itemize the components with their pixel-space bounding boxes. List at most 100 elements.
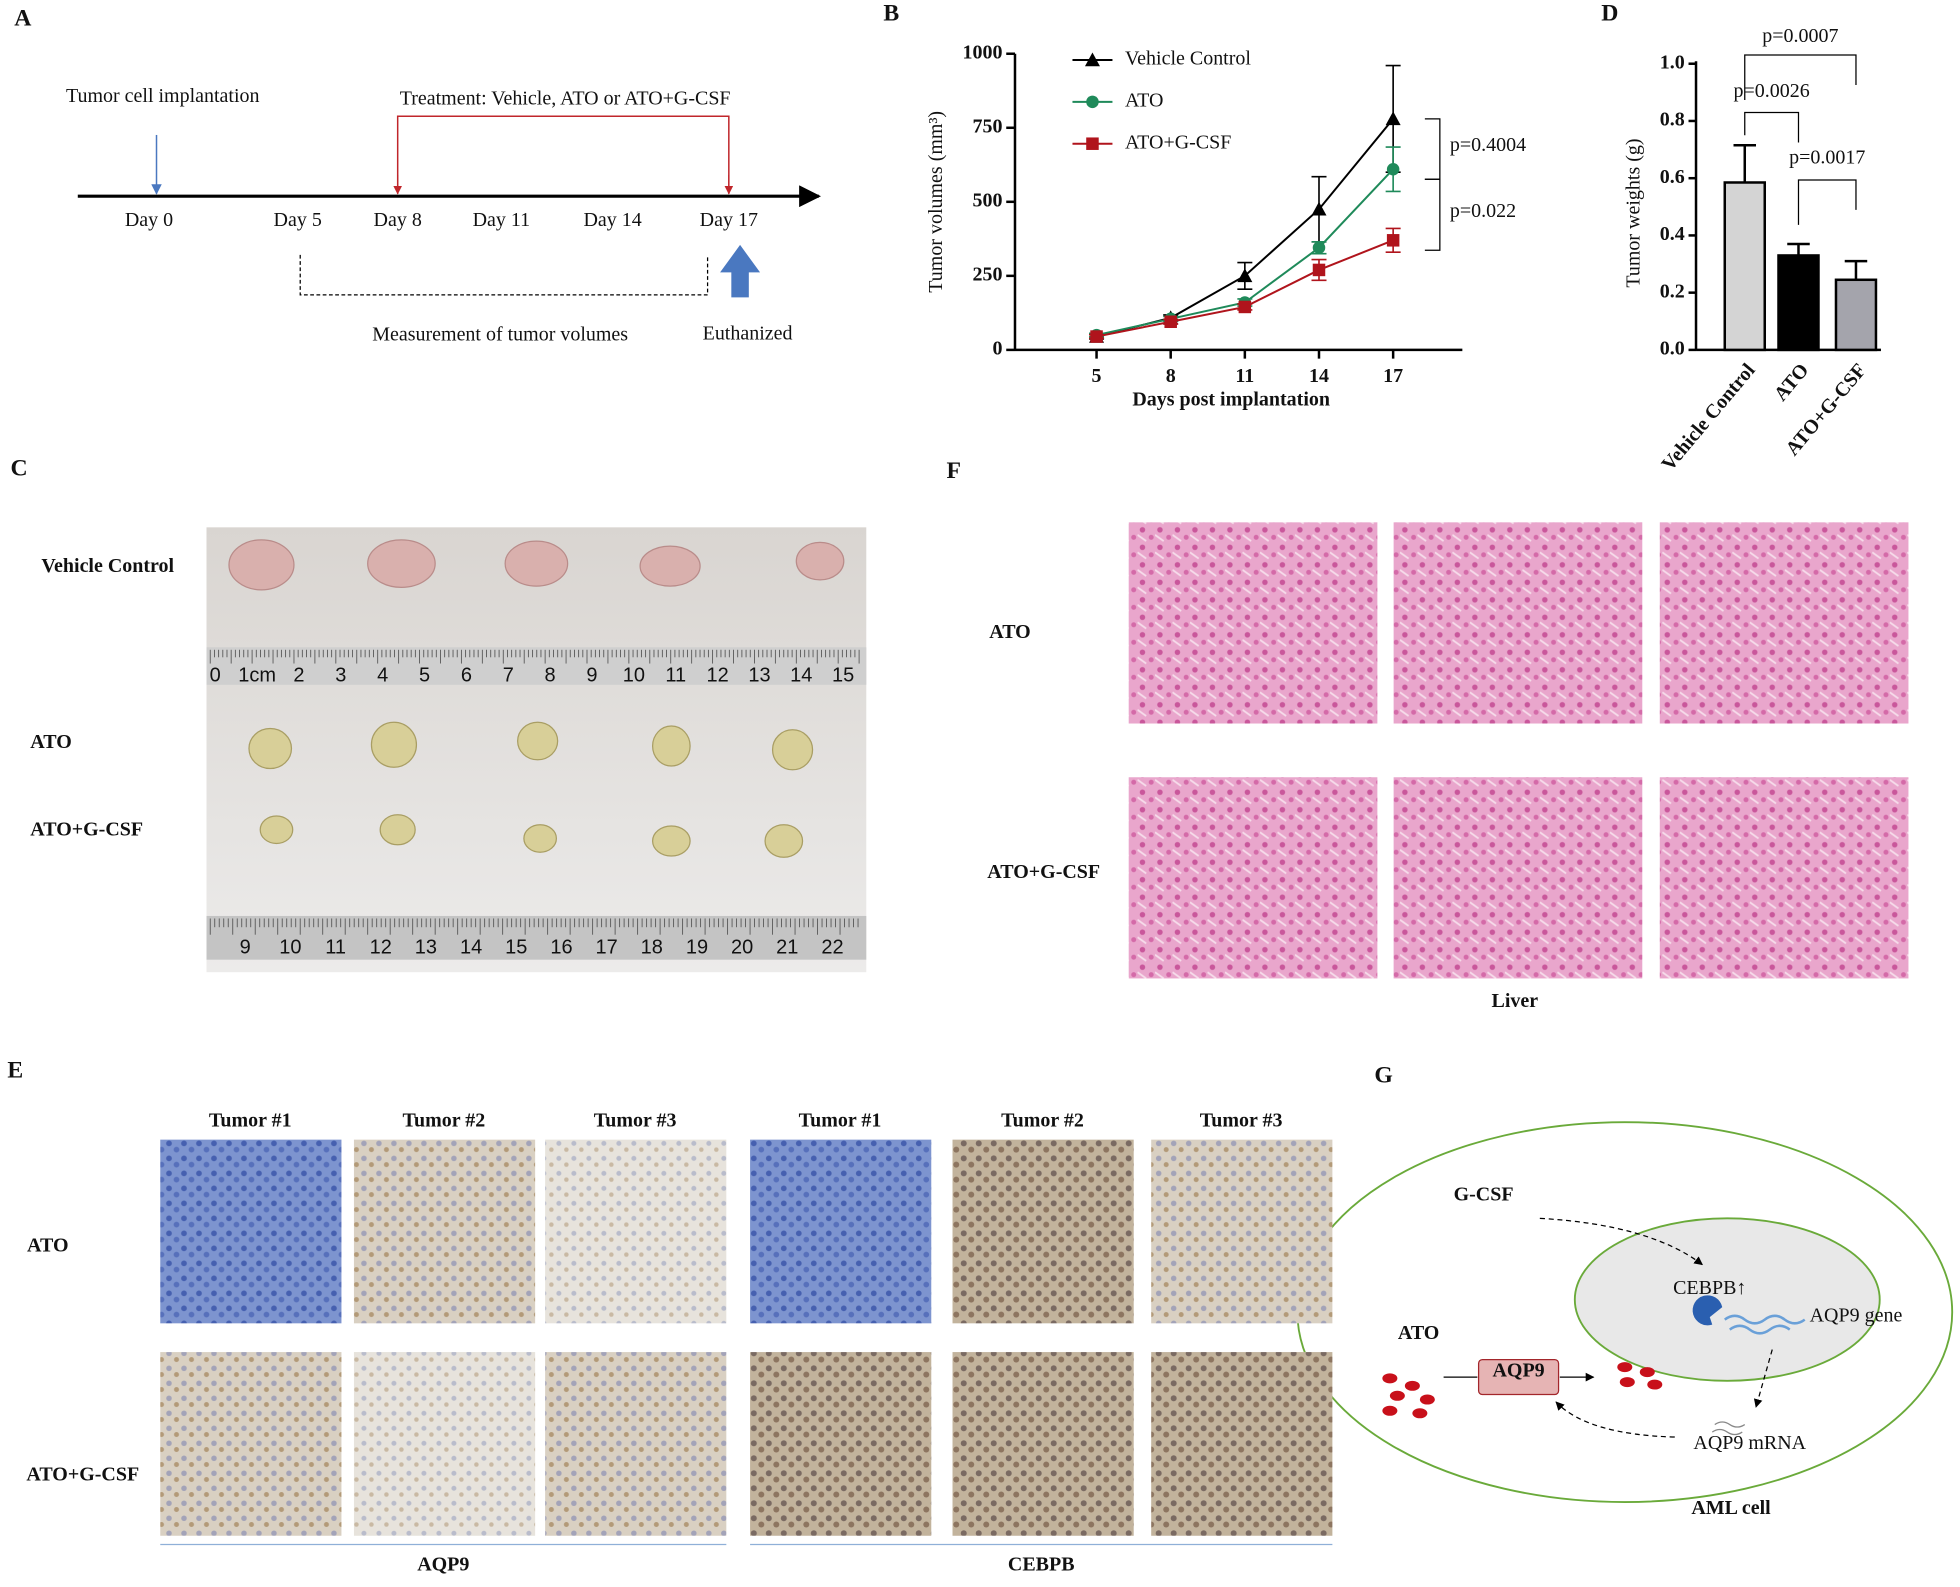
ihc-image xyxy=(1151,1352,1333,1536)
timeline xyxy=(77,115,821,298)
ruler-label: 15 xyxy=(505,937,527,959)
y-axis-label: Tumor volumes (mm³) xyxy=(925,111,947,293)
day-label: Day 14 xyxy=(583,209,641,231)
ruler-label: 19 xyxy=(686,937,708,959)
ruler-label: 15 xyxy=(832,664,854,686)
p-value: p=0.0007 xyxy=(1762,25,1838,47)
ruler-label: 7 xyxy=(503,664,514,686)
day-label: Day 17 xyxy=(700,209,758,231)
tissue-label: Liver xyxy=(1492,990,1539,1012)
day-label: Day 5 xyxy=(274,209,322,231)
euthanized-label: Euthanized xyxy=(703,322,793,344)
panel-label: B xyxy=(883,0,899,26)
ruler-label: 0 xyxy=(210,664,221,686)
ihc-image xyxy=(545,1139,727,1324)
ruler-label: 10 xyxy=(279,937,301,959)
ruler-label: 9 xyxy=(586,664,597,686)
bracket xyxy=(1744,54,1857,100)
ihc-image xyxy=(952,1352,1134,1536)
y-tick-label: 0.2 xyxy=(1660,280,1685,302)
y-tick-label: 0.6 xyxy=(1660,166,1685,188)
column-label: Tumor #3 xyxy=(594,1110,677,1132)
marker xyxy=(1386,162,1400,176)
row-label: ATO+G-CSF xyxy=(987,861,1100,883)
measurement-label: Measurement of tumor volumes xyxy=(372,324,628,346)
y-tick-label: 0 xyxy=(992,337,1002,359)
p-value: p=0.4004 xyxy=(1450,134,1526,156)
marker xyxy=(1311,201,1327,216)
day-label: Day 0 xyxy=(125,209,173,231)
bracket xyxy=(1424,178,1441,251)
liver-histology-image xyxy=(1659,522,1909,724)
legend-label: ATO xyxy=(1125,89,1164,111)
x-tick-label: 8 xyxy=(1166,365,1176,387)
ruler-label: 5 xyxy=(419,664,430,686)
group-label: ATO xyxy=(30,731,71,753)
panel-label: C xyxy=(10,455,27,481)
liver-histology-image xyxy=(1659,777,1909,979)
p-value: p=0.0017 xyxy=(1789,146,1865,168)
ihc-image xyxy=(160,1352,342,1536)
ruler-label: 11 xyxy=(325,937,346,959)
bracket xyxy=(1797,179,1857,225)
bar xyxy=(1777,254,1820,352)
bracket xyxy=(1424,118,1441,180)
tumor-photo xyxy=(206,527,867,973)
bar xyxy=(1723,181,1767,352)
error-bar xyxy=(1844,259,1868,280)
row-label: ATO+G-CSF xyxy=(26,1463,139,1485)
ruler-label: 14 xyxy=(790,664,812,686)
column-label: Tumor #1 xyxy=(799,1110,882,1132)
ruler-label: 21 xyxy=(776,937,798,959)
mrna-label: AQP9 mRNA xyxy=(1693,1432,1806,1454)
legend-label: ATO+G-CSF xyxy=(1125,131,1231,153)
y-tick-label: 0.8 xyxy=(1660,109,1685,131)
panel-label: D xyxy=(1601,0,1618,26)
ihc-image xyxy=(353,1352,536,1536)
column-label: Tumor #2 xyxy=(403,1110,486,1132)
liver-histology-image xyxy=(1128,777,1378,979)
ruler-label: 6 xyxy=(461,664,472,686)
aqp9-label: AQP9 xyxy=(1492,1360,1544,1382)
ihc-image xyxy=(952,1139,1134,1324)
ruler-label: 18 xyxy=(641,937,663,959)
ruler-label: 11 xyxy=(665,664,686,686)
group-label: Vehicle Control xyxy=(41,555,174,577)
column-label: Tumor #2 xyxy=(1001,1110,1084,1132)
event-label: Tumor cell implantation xyxy=(66,85,260,107)
panel-label: E xyxy=(7,1058,23,1084)
x-tick-label: 11 xyxy=(1235,365,1254,387)
marker xyxy=(1237,268,1253,283)
marker xyxy=(1164,315,1177,329)
marker xyxy=(1386,234,1400,247)
ruler-label: 10 xyxy=(623,664,645,686)
ruler-label: 1cm xyxy=(238,664,276,686)
cell-label: AML cell xyxy=(1691,1497,1771,1519)
ihc-image xyxy=(545,1352,727,1536)
group-label: ATO+G-CSF xyxy=(30,819,143,841)
panel-label: F xyxy=(947,458,961,484)
ihc-image xyxy=(1151,1139,1333,1324)
column-label: Tumor #3 xyxy=(1200,1110,1283,1132)
y-axis-label: Tumor weights (g) xyxy=(1622,138,1644,287)
y-tick-label: 750 xyxy=(973,115,1003,137)
panel-label: A xyxy=(14,5,31,31)
marker xyxy=(1385,111,1401,126)
bracket xyxy=(1744,111,1800,143)
x-axis-label: Days post implantation xyxy=(1132,389,1330,411)
gene-label: AQP9 gene xyxy=(1810,1305,1903,1327)
x-tick-label: Vehicle Control xyxy=(1657,359,1759,475)
ihc-image xyxy=(750,1139,932,1324)
marker-label: AQP9 xyxy=(417,1553,469,1575)
y-tick-label: 0.4 xyxy=(1660,223,1685,245)
ruler-label: 12 xyxy=(370,937,392,959)
ruler-label: 8 xyxy=(545,664,556,686)
ihc-image xyxy=(160,1139,342,1324)
column-label: Tumor #1 xyxy=(209,1110,292,1132)
liver-histology-image xyxy=(1393,777,1643,979)
marker xyxy=(1312,263,1326,277)
ruler-label: 3 xyxy=(335,664,346,686)
row-label: ATO xyxy=(989,621,1030,643)
row-label: ATO xyxy=(27,1235,68,1257)
y-tick-label: 250 xyxy=(973,263,1003,285)
